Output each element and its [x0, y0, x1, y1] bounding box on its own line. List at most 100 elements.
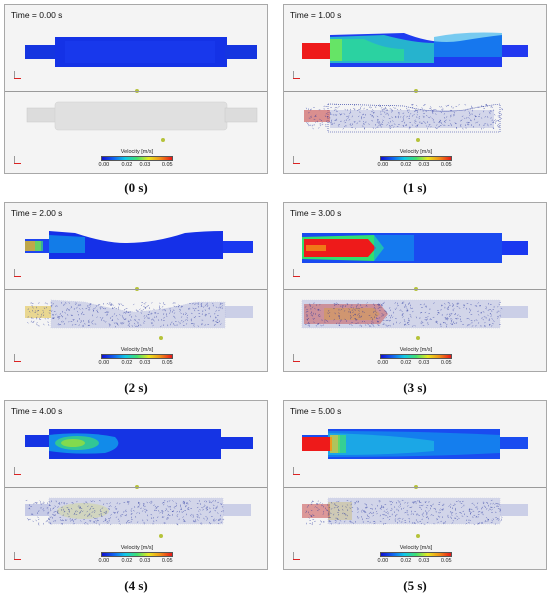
particle [358, 115, 360, 118]
particle [65, 302, 67, 304]
particle [173, 312, 176, 314]
particle [420, 504, 423, 507]
particle [163, 313, 165, 315]
particle [450, 322, 452, 325]
particle [425, 125, 428, 127]
particle [217, 501, 219, 503]
particle [182, 501, 185, 503]
particle [352, 314, 355, 317]
particle [454, 313, 456, 316]
particle [393, 511, 395, 513]
particle [461, 506, 463, 508]
particle [33, 502, 35, 505]
time-label: Time = 0.00 s [11, 10, 63, 20]
particle [182, 516, 184, 518]
particle [214, 510, 217, 512]
particle [432, 514, 434, 516]
particle [321, 123, 324, 126]
particle [409, 112, 412, 115]
particle [93, 511, 95, 514]
particle [393, 107, 395, 109]
particle [58, 502, 60, 504]
particle [477, 522, 480, 524]
particle [173, 324, 176, 326]
particle [154, 316, 156, 319]
particle [486, 502, 489, 505]
particle [152, 324, 154, 327]
particle [347, 117, 349, 119]
particle [477, 106, 480, 108]
particle [445, 105, 447, 108]
particle [429, 318, 432, 320]
particle [437, 521, 439, 524]
panel-caption: (0 s) [124, 180, 148, 195]
particle [173, 305, 176, 307]
particle [157, 312, 159, 315]
particle [37, 309, 39, 312]
particle [429, 504, 432, 507]
particle [176, 523, 178, 525]
particle [311, 523, 314, 526]
particle [412, 513, 414, 516]
particle [401, 314, 404, 317]
particle [146, 501, 148, 504]
particle [401, 120, 404, 122]
legend-tick: 0.00 [98, 360, 110, 366]
particle [482, 105, 484, 108]
legend-tick: 0.05 [440, 360, 452, 366]
particle [63, 304, 65, 307]
particle [160, 325, 162, 328]
particle [381, 504, 383, 507]
particle [115, 516, 118, 518]
particle [498, 303, 500, 306]
particle [314, 506, 316, 508]
particle [127, 519, 130, 522]
particle [499, 509, 501, 511]
particle [387, 513, 389, 515]
particle [363, 117, 365, 119]
panel-caption: (3 s) [403, 380, 427, 395]
particle [468, 509, 471, 512]
velocity-field-view: Time = 3.00 s [284, 203, 546, 291]
particle [316, 509, 319, 512]
particle [456, 518, 459, 521]
particle [54, 519, 57, 522]
particle [106, 311, 108, 313]
particle [398, 520, 401, 522]
particle [158, 308, 161, 310]
particle [52, 317, 54, 320]
particle [219, 518, 221, 520]
particle [440, 508, 442, 510]
particle [143, 322, 145, 324]
particle [408, 317, 410, 320]
particle [378, 304, 380, 307]
particle [470, 511, 472, 513]
particle [58, 324, 61, 326]
particle [386, 112, 389, 114]
particle [402, 125, 404, 127]
panel-caption: (2 s) [124, 380, 148, 395]
particle [414, 522, 416, 524]
particle [154, 505, 157, 508]
particle [371, 111, 373, 113]
particle [449, 314, 452, 316]
particle [55, 313, 57, 316]
particle [369, 114, 372, 116]
particle [91, 321, 93, 323]
particle [491, 318, 493, 320]
legend-tick: 0.00 [98, 558, 110, 564]
particle [346, 303, 349, 305]
particle [333, 318, 335, 321]
particle [73, 523, 75, 525]
particle [466, 121, 468, 124]
particle [445, 119, 447, 122]
particle [201, 507, 203, 509]
particle [441, 106, 443, 108]
particle [34, 310, 37, 312]
particle [389, 309, 391, 312]
particle [500, 307, 503, 310]
particle [104, 311, 107, 313]
particle [399, 322, 401, 324]
particle [449, 119, 451, 122]
particle [88, 321, 91, 323]
